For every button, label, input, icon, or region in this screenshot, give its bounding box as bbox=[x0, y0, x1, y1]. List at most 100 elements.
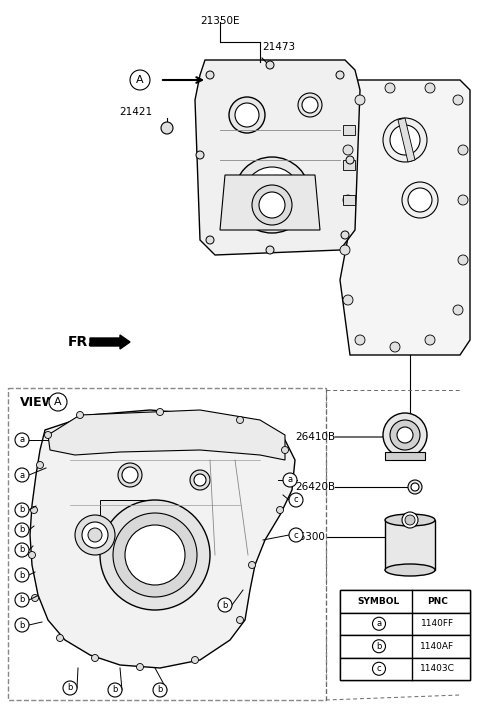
Circle shape bbox=[15, 433, 29, 447]
Bar bbox=[340, 635, 470, 658]
Circle shape bbox=[108, 683, 122, 697]
Bar bbox=[343, 125, 355, 135]
Text: 11403C: 11403C bbox=[420, 664, 455, 673]
Text: c: c bbox=[294, 495, 298, 505]
Circle shape bbox=[249, 561, 255, 569]
Circle shape bbox=[136, 663, 144, 671]
Circle shape bbox=[218, 598, 232, 612]
Circle shape bbox=[15, 503, 29, 517]
Circle shape bbox=[346, 156, 354, 164]
Circle shape bbox=[372, 640, 385, 653]
Bar bbox=[343, 160, 355, 170]
FancyArrow shape bbox=[90, 335, 130, 349]
Circle shape bbox=[28, 551, 36, 559]
Circle shape bbox=[130, 70, 150, 90]
Circle shape bbox=[298, 93, 322, 117]
Circle shape bbox=[161, 122, 173, 134]
Bar bbox=[343, 195, 355, 205]
Circle shape bbox=[383, 118, 427, 162]
Circle shape bbox=[336, 71, 344, 79]
Circle shape bbox=[453, 95, 463, 105]
Text: b: b bbox=[112, 686, 118, 694]
Circle shape bbox=[372, 662, 385, 675]
Circle shape bbox=[458, 195, 468, 205]
Circle shape bbox=[281, 447, 288, 454]
Text: a: a bbox=[376, 619, 382, 628]
Circle shape bbox=[390, 125, 420, 155]
Circle shape bbox=[36, 462, 44, 469]
Bar bbox=[385, 452, 425, 460]
Circle shape bbox=[385, 83, 395, 93]
Circle shape bbox=[390, 420, 420, 450]
Circle shape bbox=[49, 393, 67, 411]
Circle shape bbox=[15, 618, 29, 632]
Polygon shape bbox=[398, 118, 415, 162]
Text: FR.: FR. bbox=[68, 335, 94, 349]
Circle shape bbox=[343, 295, 353, 305]
Text: SYMBOL: SYMBOL bbox=[358, 597, 400, 606]
Circle shape bbox=[63, 681, 77, 695]
Circle shape bbox=[194, 474, 206, 486]
Circle shape bbox=[425, 83, 435, 93]
Circle shape bbox=[45, 432, 51, 439]
Circle shape bbox=[75, 515, 115, 555]
Circle shape bbox=[82, 522, 108, 548]
Circle shape bbox=[15, 523, 29, 537]
Text: 21350E: 21350E bbox=[200, 16, 240, 26]
Circle shape bbox=[411, 483, 419, 491]
Circle shape bbox=[355, 95, 365, 105]
Text: a: a bbox=[19, 436, 24, 444]
Bar bbox=[340, 612, 470, 635]
Circle shape bbox=[15, 568, 29, 582]
Text: 21421: 21421 bbox=[119, 107, 152, 117]
Circle shape bbox=[31, 506, 37, 513]
Circle shape bbox=[289, 493, 303, 507]
Bar bbox=[385, 520, 435, 570]
Text: b: b bbox=[19, 571, 24, 579]
Circle shape bbox=[340, 245, 350, 255]
Text: 1140AF: 1140AF bbox=[420, 642, 455, 651]
Circle shape bbox=[100, 500, 210, 610]
Circle shape bbox=[408, 188, 432, 212]
Bar bbox=[340, 590, 470, 612]
Circle shape bbox=[458, 255, 468, 265]
Circle shape bbox=[383, 413, 427, 457]
Text: a: a bbox=[288, 475, 293, 485]
Circle shape bbox=[234, 157, 310, 233]
Circle shape bbox=[343, 145, 353, 155]
Polygon shape bbox=[340, 80, 470, 355]
Text: a: a bbox=[19, 470, 24, 480]
Circle shape bbox=[113, 513, 197, 597]
Text: b: b bbox=[67, 684, 72, 692]
Circle shape bbox=[397, 427, 413, 443]
Circle shape bbox=[252, 185, 292, 225]
Circle shape bbox=[402, 512, 418, 528]
Circle shape bbox=[266, 61, 274, 69]
Circle shape bbox=[458, 145, 468, 155]
Polygon shape bbox=[48, 410, 285, 460]
Circle shape bbox=[92, 655, 98, 661]
Bar bbox=[340, 658, 470, 680]
Bar bbox=[100, 500, 160, 540]
Circle shape bbox=[88, 528, 102, 542]
Circle shape bbox=[276, 506, 284, 513]
Circle shape bbox=[15, 468, 29, 482]
Circle shape bbox=[15, 593, 29, 607]
Circle shape bbox=[390, 342, 400, 352]
Polygon shape bbox=[195, 60, 360, 255]
Text: b: b bbox=[19, 546, 24, 554]
Bar bbox=[8, 388, 326, 700]
Text: b: b bbox=[19, 620, 24, 630]
Circle shape bbox=[153, 683, 167, 697]
Polygon shape bbox=[30, 410, 295, 668]
Text: 26410B: 26410B bbox=[295, 432, 335, 442]
Circle shape bbox=[244, 167, 300, 223]
Text: c: c bbox=[377, 664, 381, 673]
Ellipse shape bbox=[385, 564, 435, 576]
Circle shape bbox=[15, 543, 29, 557]
Circle shape bbox=[125, 525, 185, 585]
Circle shape bbox=[235, 103, 259, 127]
Circle shape bbox=[289, 528, 303, 542]
Text: b: b bbox=[19, 505, 24, 515]
Text: b: b bbox=[376, 642, 382, 651]
